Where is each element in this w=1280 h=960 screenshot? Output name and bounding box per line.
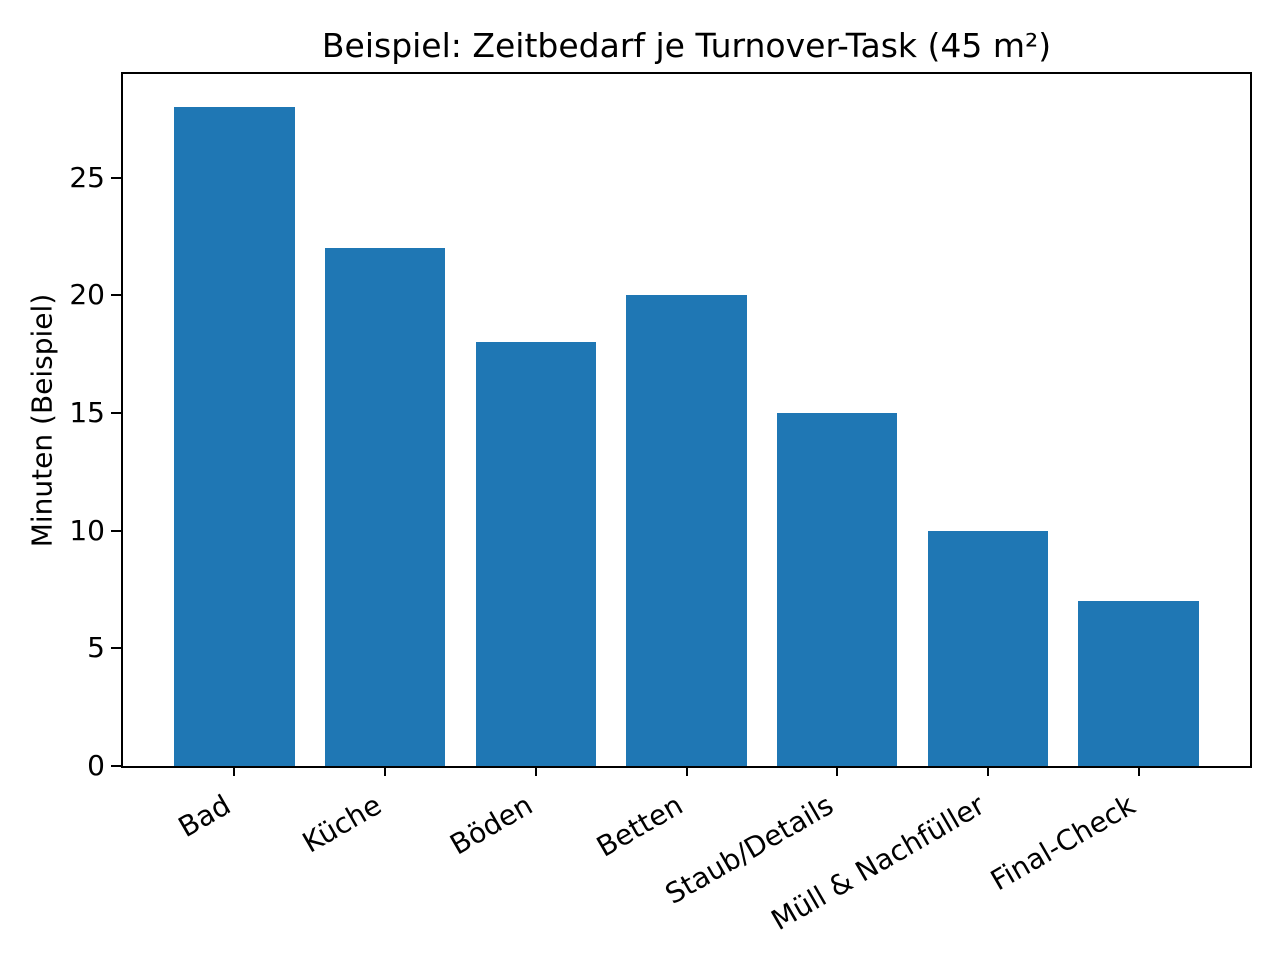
y-tick-mark-15 (111, 411, 121, 414)
bar-b-den (475, 342, 597, 766)
x-tick-mark-k-che (384, 767, 387, 776)
y-tick-mark-20 (111, 294, 121, 297)
chart-title: Beispiel: Zeitbedarf je Turnover-Task (4… (321, 26, 1052, 65)
x-tick-mark-b-den (534, 767, 537, 776)
x-tick-mark-m-ll-nachf-ller (986, 767, 989, 776)
x-tick-label-k-che: Küche (296, 788, 388, 860)
y-tick-mark-10 (111, 529, 121, 532)
y-tick-label-0: 0 (87, 749, 105, 782)
y-tick-label-25: 25 (69, 160, 105, 194)
x-tick-mark-betten (685, 767, 688, 776)
y-tick-label-20: 20 (69, 278, 105, 312)
x-tick-label-bad: Bad (173, 788, 237, 844)
x-tick-mark-bad (233, 767, 236, 776)
y-tick-label-10: 10 (69, 513, 105, 547)
bar-final-check (1078, 601, 1199, 766)
bar-k-che (324, 248, 446, 766)
y-tick-label-15: 15 (69, 395, 105, 429)
x-tick-mark-staub-details (836, 767, 839, 776)
bar-bad (174, 106, 295, 766)
x-tick-label-final-check: Final-Check (984, 788, 1141, 898)
x-tick-label-b-den: Böden (444, 788, 538, 862)
y-tick-label-5: 5 (87, 631, 105, 665)
bar-staub-details (776, 412, 898, 766)
bar-m-ll-nachf-ller (927, 530, 1049, 766)
y-tick-mark-0 (111, 765, 121, 767)
y-tick-mark-5 (111, 647, 121, 650)
bar-betten (626, 295, 747, 766)
y-tick-mark-25 (111, 176, 121, 179)
x-tick-label-betten: Betten (591, 788, 689, 864)
x-tick-mark-final-check (1137, 767, 1140, 776)
